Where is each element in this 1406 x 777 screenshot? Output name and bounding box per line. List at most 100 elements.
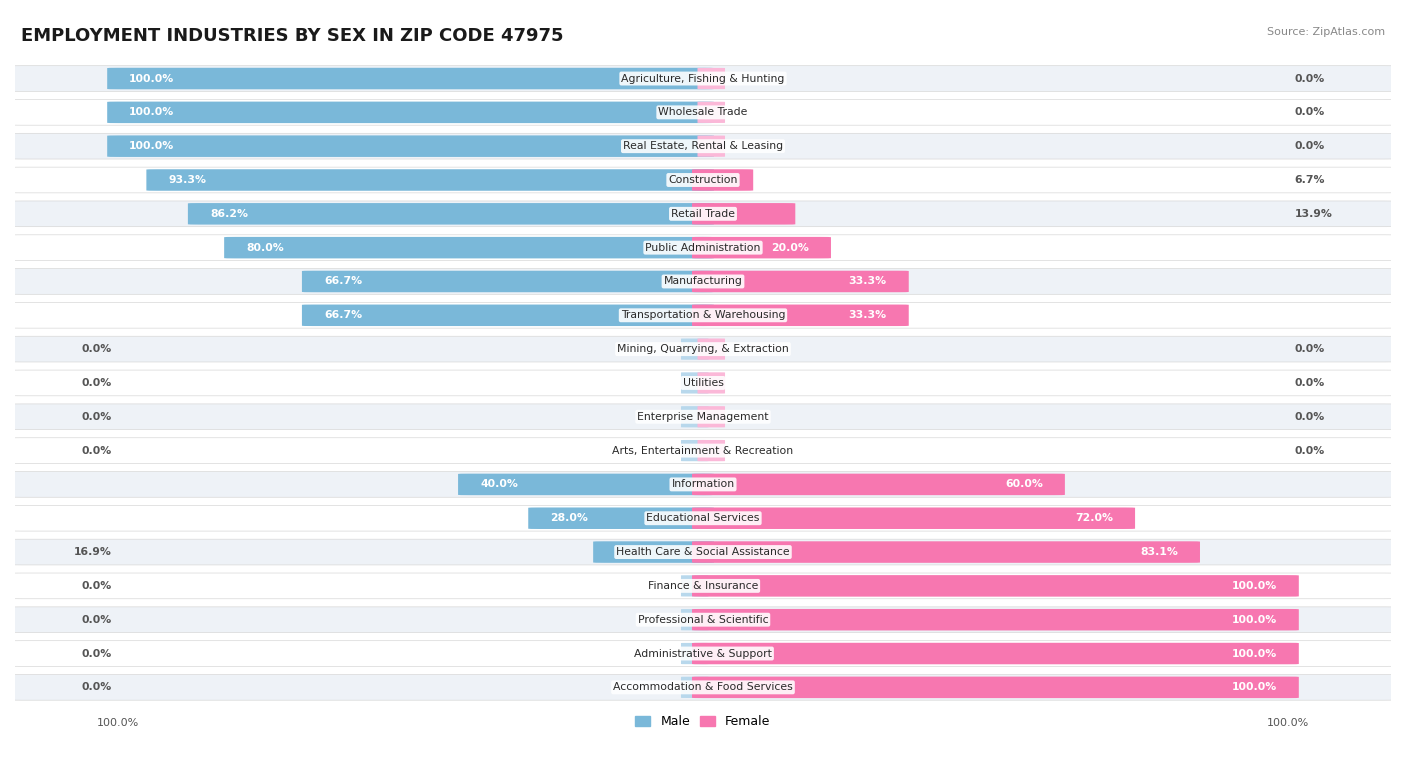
FancyBboxPatch shape — [697, 440, 725, 462]
FancyBboxPatch shape — [107, 102, 714, 123]
FancyBboxPatch shape — [697, 135, 725, 157]
Text: 33.3%: 33.3% — [849, 277, 887, 287]
Text: 0.0%: 0.0% — [1295, 107, 1324, 117]
Text: 0.0%: 0.0% — [1295, 412, 1324, 422]
FancyBboxPatch shape — [8, 370, 1398, 395]
FancyBboxPatch shape — [224, 237, 714, 259]
FancyBboxPatch shape — [529, 507, 714, 529]
FancyBboxPatch shape — [681, 372, 709, 394]
Text: Public Administration: Public Administration — [645, 242, 761, 253]
FancyBboxPatch shape — [692, 677, 1299, 698]
FancyBboxPatch shape — [692, 575, 1299, 597]
Text: Source: ZipAtlas.com: Source: ZipAtlas.com — [1267, 27, 1385, 37]
Text: Accommodation & Food Services: Accommodation & Food Services — [613, 682, 793, 692]
Text: 0.0%: 0.0% — [1295, 344, 1324, 354]
Text: Mining, Quarrying, & Extraction: Mining, Quarrying, & Extraction — [617, 344, 789, 354]
Text: 80.0%: 80.0% — [246, 242, 284, 253]
FancyBboxPatch shape — [681, 677, 709, 698]
Text: 100.0%: 100.0% — [129, 107, 174, 117]
FancyBboxPatch shape — [8, 641, 1398, 667]
FancyBboxPatch shape — [681, 406, 709, 427]
Text: Utilities: Utilities — [682, 378, 724, 388]
Text: 28.0%: 28.0% — [550, 514, 588, 523]
FancyBboxPatch shape — [697, 339, 725, 360]
Text: 0.0%: 0.0% — [1295, 378, 1324, 388]
FancyBboxPatch shape — [8, 167, 1398, 193]
Text: 93.3%: 93.3% — [169, 175, 207, 185]
Text: 86.2%: 86.2% — [209, 209, 247, 219]
Text: 0.0%: 0.0% — [82, 412, 111, 422]
Text: Finance & Insurance: Finance & Insurance — [648, 581, 758, 591]
FancyBboxPatch shape — [8, 66, 1398, 92]
FancyBboxPatch shape — [681, 643, 709, 664]
FancyBboxPatch shape — [8, 505, 1398, 531]
FancyBboxPatch shape — [8, 573, 1398, 599]
Text: Information: Information — [672, 479, 734, 490]
FancyBboxPatch shape — [681, 339, 709, 360]
FancyBboxPatch shape — [697, 406, 725, 427]
Text: Agriculture, Fishing & Hunting: Agriculture, Fishing & Hunting — [621, 74, 785, 84]
Text: 33.3%: 33.3% — [849, 310, 887, 320]
Text: 40.0%: 40.0% — [479, 479, 517, 490]
FancyBboxPatch shape — [8, 437, 1398, 463]
Text: Administrative & Support: Administrative & Support — [634, 649, 772, 659]
FancyBboxPatch shape — [697, 372, 725, 394]
Text: Health Care & Social Assistance: Health Care & Social Assistance — [616, 547, 790, 557]
Text: Transportation & Warehousing: Transportation & Warehousing — [621, 310, 785, 320]
Text: Retail Trade: Retail Trade — [671, 209, 735, 219]
Legend: Male, Female: Male, Female — [630, 710, 776, 733]
FancyBboxPatch shape — [8, 201, 1398, 227]
FancyBboxPatch shape — [146, 169, 714, 191]
Text: 0.0%: 0.0% — [82, 344, 111, 354]
Text: 0.0%: 0.0% — [1295, 445, 1324, 455]
Text: 20.0%: 20.0% — [770, 242, 808, 253]
Text: Educational Services: Educational Services — [647, 514, 759, 523]
FancyBboxPatch shape — [8, 674, 1398, 700]
FancyBboxPatch shape — [692, 169, 754, 191]
FancyBboxPatch shape — [697, 102, 725, 123]
FancyBboxPatch shape — [107, 135, 714, 157]
FancyBboxPatch shape — [302, 270, 714, 292]
FancyBboxPatch shape — [8, 336, 1398, 362]
FancyBboxPatch shape — [697, 68, 725, 89]
Text: Manufacturing: Manufacturing — [664, 277, 742, 287]
FancyBboxPatch shape — [681, 575, 709, 597]
Text: EMPLOYMENT INDUSTRIES BY SEX IN ZIP CODE 47975: EMPLOYMENT INDUSTRIES BY SEX IN ZIP CODE… — [21, 27, 564, 45]
Text: 0.0%: 0.0% — [82, 581, 111, 591]
Text: 0.0%: 0.0% — [82, 682, 111, 692]
FancyBboxPatch shape — [692, 542, 1199, 563]
FancyBboxPatch shape — [692, 237, 831, 259]
Text: 83.1%: 83.1% — [1140, 547, 1178, 557]
Text: 100.0%: 100.0% — [1232, 682, 1277, 692]
Text: 6.7%: 6.7% — [1295, 175, 1326, 185]
Text: 0.0%: 0.0% — [82, 649, 111, 659]
Text: 0.0%: 0.0% — [82, 615, 111, 625]
FancyBboxPatch shape — [107, 68, 714, 89]
Text: 100.0%: 100.0% — [1232, 649, 1277, 659]
Text: Enterprise Management: Enterprise Management — [637, 412, 769, 422]
Text: 72.0%: 72.0% — [1076, 514, 1114, 523]
Text: Arts, Entertainment & Recreation: Arts, Entertainment & Recreation — [613, 445, 793, 455]
Text: 60.0%: 60.0% — [1005, 479, 1043, 490]
FancyBboxPatch shape — [692, 305, 908, 326]
FancyBboxPatch shape — [692, 507, 1135, 529]
Text: 16.9%: 16.9% — [73, 547, 111, 557]
FancyBboxPatch shape — [8, 269, 1398, 294]
FancyBboxPatch shape — [8, 539, 1398, 565]
FancyBboxPatch shape — [8, 235, 1398, 260]
Text: 100.0%: 100.0% — [1267, 718, 1309, 728]
FancyBboxPatch shape — [302, 305, 714, 326]
FancyBboxPatch shape — [8, 134, 1398, 159]
FancyBboxPatch shape — [8, 607, 1398, 632]
FancyBboxPatch shape — [593, 542, 714, 563]
FancyBboxPatch shape — [8, 404, 1398, 430]
Text: Wholesale Trade: Wholesale Trade — [658, 107, 748, 117]
FancyBboxPatch shape — [8, 472, 1398, 497]
Text: Professional & Scientific: Professional & Scientific — [638, 615, 768, 625]
Text: 100.0%: 100.0% — [129, 141, 174, 152]
Text: 0.0%: 0.0% — [1295, 141, 1324, 152]
Text: 66.7%: 66.7% — [323, 310, 363, 320]
Text: 100.0%: 100.0% — [1232, 615, 1277, 625]
Text: 13.9%: 13.9% — [1295, 209, 1333, 219]
Text: 0.0%: 0.0% — [1295, 74, 1324, 84]
